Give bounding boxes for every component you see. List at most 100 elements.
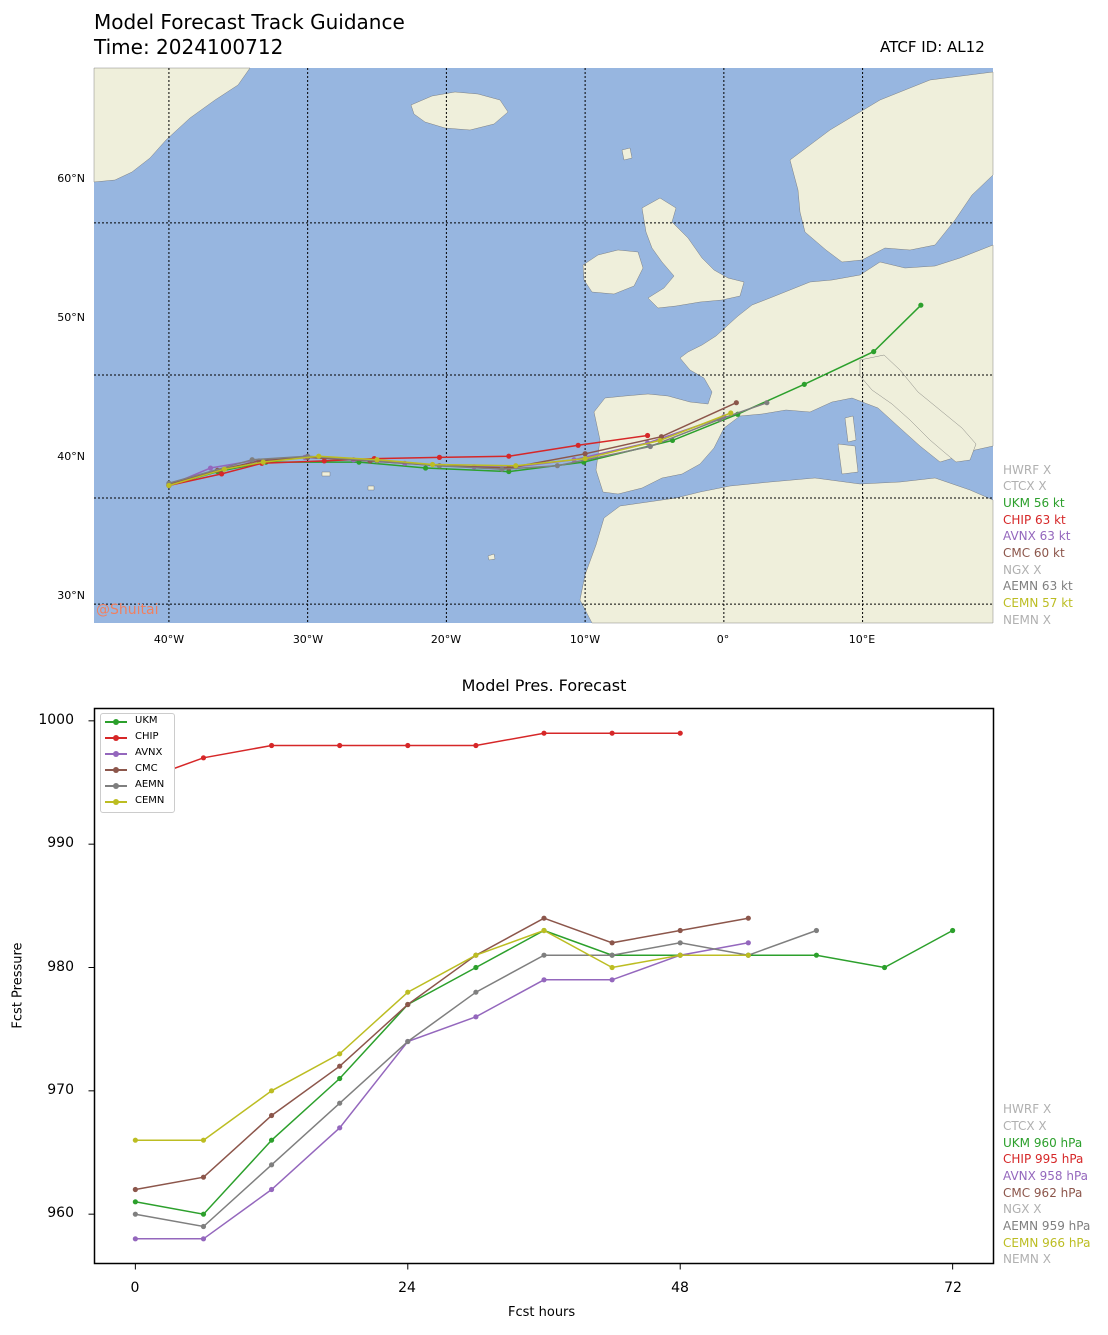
track-point-chip — [644, 432, 651, 439]
series-point-chip — [200, 755, 207, 761]
ytick-980: 980 — [47, 959, 74, 975]
series-point-avnx — [268, 1186, 275, 1193]
series-point-aemn — [677, 940, 683, 946]
series-point-cmc — [541, 915, 547, 921]
track-point-cemn — [657, 437, 663, 444]
land-azores-2 — [367, 485, 375, 491]
series-point-ukm — [813, 952, 820, 958]
pres-legend-hwrf: HWRF X — [1003, 1102, 1052, 1116]
lat-label-30n: 30°N — [57, 589, 85, 602]
land-scandinavia — [789, 71, 994, 263]
series-point-aemn — [473, 989, 479, 995]
atcf-id: ATCF ID: AL12 — [880, 38, 985, 56]
series-point-aemn — [200, 1223, 207, 1230]
series-point-chip — [609, 730, 615, 736]
series-point-aemn — [813, 927, 820, 934]
series-point-cmc — [745, 915, 751, 921]
series-point-cemn — [609, 964, 615, 971]
track-point-cemn — [429, 461, 436, 468]
series-point-chip — [541, 730, 547, 736]
land-africa — [579, 477, 994, 624]
series-point-chip — [405, 742, 411, 749]
series-point-cmc — [405, 1001, 411, 1008]
lat-label-40n: 40°N — [57, 450, 85, 463]
track-point-chip — [506, 453, 512, 459]
series-point-cmc — [337, 1063, 343, 1069]
series-point-cemn — [132, 1137, 138, 1143]
track-map — [93, 67, 994, 624]
pres-legend-chip: CHIP 995 hPa — [1003, 1152, 1084, 1166]
map-legend-cmc: CMC 60 kt — [1003, 546, 1065, 560]
xtick-24: 24 — [398, 1280, 416, 1296]
lon-label-40w: 40°W — [153, 633, 185, 646]
track-point-cmc — [733, 400, 739, 406]
series-point-aemn — [405, 1038, 411, 1045]
track-point-aemn — [249, 457, 255, 463]
track-point-chip — [436, 454, 443, 460]
pres-legend-ukm: UKM 960 hPa — [1003, 1136, 1083, 1150]
map-legend-ctcx: CTCX X — [1003, 479, 1047, 493]
series-point-cemn — [473, 952, 479, 958]
inset-legend-avnx: AVNX — [101, 746, 174, 762]
lon-label-0: 0° — [716, 633, 730, 646]
lon-label-10w: 10°W — [569, 633, 601, 646]
track-point-cemn — [513, 463, 519, 469]
series-point-cmc — [268, 1112, 275, 1119]
pres-legend-cemn: CEMN 966 hPa — [1003, 1236, 1091, 1250]
xtick-0: 0 — [130, 1280, 140, 1296]
pressure-chart-frame — [93, 707, 995, 1265]
series-line-ukm — [135, 929, 953, 1216]
x-axis-label: Fcst hours — [508, 1305, 576, 1320]
map-title: Model Forecast Track Guidance — [94, 10, 405, 34]
land-faroe — [621, 147, 633, 161]
ytick-960: 960 — [47, 1205, 74, 1221]
series-line-aemn — [135, 929, 817, 1228]
series-point-cmc — [609, 940, 615, 946]
lon-label-10e: 10°E — [848, 633, 876, 646]
series-point-cemn — [745, 952, 751, 958]
land-sardinia — [837, 443, 859, 475]
inset-legend-cemn: CEMN — [101, 794, 174, 810]
y-axis-label: Fcst Pressure — [10, 942, 26, 1029]
inset-legend-cmc: CMC — [101, 762, 174, 778]
track-point-cmc — [582, 451, 588, 457]
inset-legend-ukm: UKM — [101, 714, 174, 730]
land-iceland — [410, 91, 509, 131]
track-point-aemn — [764, 400, 770, 406]
land-corsica — [844, 415, 857, 443]
pres-legend-ctcx: CTCX X — [1003, 1119, 1047, 1133]
track-point-ukm — [918, 302, 924, 308]
chart-inset-legend: UKM CHIP AVNX CMC AEMN CEMN — [100, 713, 175, 813]
series-line-chip — [135, 732, 681, 784]
map-legend-aemn: AEMN 63 kt — [1003, 579, 1073, 593]
track-point-cemn — [316, 453, 322, 459]
series-point-avnx — [541, 977, 547, 983]
map-legend-ngx: NGX X — [1003, 563, 1042, 577]
map-grid — [94, 68, 993, 623]
map-legend-chip: CHIP 63 kt — [1003, 513, 1066, 527]
series-point-cmc — [132, 1186, 138, 1193]
series-point-avnx — [473, 1014, 479, 1020]
map-legend-hwrf: HWRF X — [1003, 463, 1052, 477]
xtick-72: 72 — [944, 1280, 962, 1296]
ytick-970: 970 — [47, 1082, 74, 1098]
series-point-chip — [268, 742, 275, 749]
pres-legend-ngx: NGX X — [1003, 1202, 1042, 1216]
inset-legend-aemn: AEMN — [101, 778, 174, 794]
series-point-aemn — [132, 1211, 138, 1217]
series-line-cmc — [135, 917, 749, 1191]
land-italy — [859, 354, 977, 463]
series-point-cmc — [200, 1174, 207, 1180]
series-point-cmc — [677, 927, 683, 934]
map-time: Time: 2024100712 — [94, 35, 284, 59]
series-point-avnx — [132, 1236, 138, 1242]
series-point-ukm — [881, 964, 888, 971]
series-point-chip — [677, 730, 683, 736]
track-point-chip — [321, 458, 327, 464]
land-greenland — [93, 67, 251, 183]
inset-legend-chip: CHIP — [101, 730, 174, 746]
series-point-ukm — [950, 927, 956, 934]
map-legend-cemn: CEMN 57 kt — [1003, 596, 1073, 610]
track-point-aemn — [499, 466, 505, 472]
land-azores — [321, 471, 331, 477]
